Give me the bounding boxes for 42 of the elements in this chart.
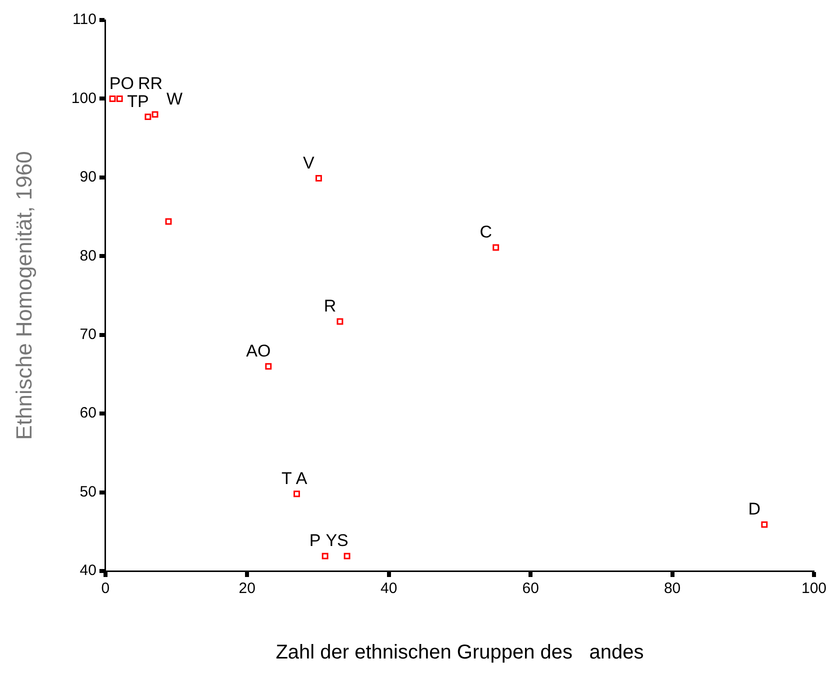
- y-tick-label: 80: [80, 247, 96, 264]
- point: [761, 521, 768, 528]
- annotation: C: [480, 222, 492, 242]
- y-tick-label: 40: [80, 562, 96, 580]
- point: [315, 174, 322, 182]
- annotation: R: [324, 296, 336, 316]
- x-tick-label: 100: [801, 580, 827, 598]
- point: [336, 318, 344, 325]
- annotation: W: [166, 90, 183, 109]
- y-tick-label: 110: [72, 11, 96, 28]
- y-tick-label: 60: [80, 404, 96, 422]
- annotation: PO: [109, 74, 134, 93]
- x-axis-title: Zahl der ethnischen Gruppen des andes: [276, 642, 644, 664]
- point: [152, 111, 158, 118]
- x-tick-label: 80: [664, 580, 681, 598]
- annotation: T: [282, 469, 292, 488]
- annotation: TP: [127, 92, 149, 112]
- point: [109, 95, 116, 102]
- point: [294, 490, 300, 498]
- x-tick-label: 60: [522, 580, 539, 598]
- point: [116, 95, 123, 102]
- x-tick-label: 20: [238, 580, 256, 598]
- point: [492, 244, 500, 251]
- annotation: AO: [246, 342, 271, 361]
- point: [144, 114, 152, 120]
- x-tick-label: 0: [101, 580, 110, 598]
- annotation: D: [748, 500, 761, 519]
- annotation: RR: [138, 74, 163, 93]
- annotation: YS: [326, 531, 348, 550]
- annotation: V: [303, 153, 316, 172]
- y-tick-label: 50: [80, 483, 96, 500]
- y-tick-label: 90: [80, 168, 96, 186]
- point: [322, 552, 328, 560]
- y-axis-title: Ethnische Homogenität, 1960: [11, 151, 36, 440]
- point: [344, 552, 350, 560]
- point: [165, 218, 172, 225]
- x-tick-label: 40: [380, 580, 398, 598]
- y-tick-label: 70: [80, 326, 96, 343]
- annotation: P: [309, 531, 321, 550]
- y-tick-label: 100: [71, 90, 96, 107]
- point: [265, 363, 272, 370]
- annotation: A: [296, 469, 308, 488]
